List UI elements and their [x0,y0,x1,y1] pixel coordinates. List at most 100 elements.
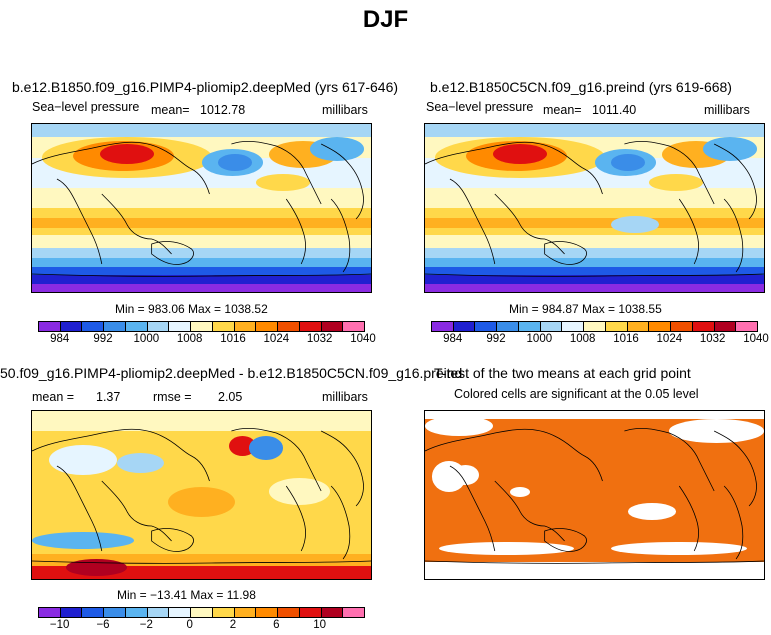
panel3-title: 50.f09_g16.PIMP4-pliomip2.deepMed - b.e1… [0,365,463,381]
panel3-rmse-value: 2.05 [218,390,243,404]
panel1-max-label: Max = [184,302,225,316]
colorbar-tick-label: 0 [186,619,193,631]
colorbar-swatch [169,322,192,331]
field-contour [255,174,310,192]
colorbar-swatch [518,322,541,331]
colorbar-tick-label: 1024 [656,333,683,345]
field-contour [628,503,676,521]
field-band [32,258,371,267]
panel3-max-label: Max = [187,588,227,602]
colorbar-swatch [584,322,606,331]
field-band [425,258,764,267]
panel1-colorbar [38,321,365,332]
field-contour [248,436,283,460]
field-contour [648,174,703,192]
coastlines [425,427,764,564]
colorbar-swatch [169,608,192,617]
field-contour [218,154,253,172]
panel1-min-value: 983.06 [148,302,185,316]
panel1-units: millibars [322,103,368,117]
panel1-map [31,123,372,293]
field-contour [228,436,256,457]
colorbar-tick-label: 1040 [743,333,769,345]
colorbar-swatch [343,322,365,331]
field-contour [32,531,134,549]
colorbar-tick-label: −2 [139,619,153,631]
colorbar-tick-label: 1024 [263,333,290,345]
field-band [32,234,371,249]
panel3-units: millibars [322,390,368,404]
field-band [425,266,764,276]
colorbar-tick-label: 984 [50,333,70,345]
colorbar-swatch [82,608,105,617]
field-contour [116,453,165,474]
field-band [425,248,764,259]
panel1-max-value: 1038.52 [224,302,268,316]
field-band [32,218,371,229]
panel2-units: millibars [704,103,750,117]
colorbar-tick-label: −6 [96,619,110,631]
colorbar-tick-label: 1032 [699,333,726,345]
colorbar-swatch [60,608,83,617]
colorbar-tick-label: 1000 [526,333,553,345]
colorbar-tick-label: 992 [93,333,113,345]
field-contour [452,464,480,485]
colorbar-swatch [234,608,257,617]
panel2-min-label: Min = [509,302,543,316]
panel1-variable: Sea−level pressure [32,100,140,114]
panel3-max-value: 11.98 [226,588,256,602]
panel3-min-label: Min = [117,588,151,602]
colorbar-swatch [82,322,105,331]
field-band [425,275,764,284]
panel4-title: T-test of the two means at each grid poi… [434,365,691,381]
panel3-stats: Min = −13.41 Max = 11.98 [117,588,256,602]
colorbar-swatch [321,322,344,331]
panel1-min-label: Min = [115,302,149,316]
colorbar-tick-label: 1040 [350,333,376,345]
colorbar-swatch [475,322,498,331]
field-band [425,187,764,208]
panel2-max-value: 1038.55 [618,302,662,316]
field-contour [269,478,331,506]
colorbar-swatch [432,322,454,331]
colorbar-swatch [299,608,322,617]
colorbar-swatch [343,608,365,617]
colorbar-tick-label: 1008 [176,333,203,345]
colorbar-swatch [736,322,758,331]
panel2-max-label: Max = [578,302,619,316]
coastlines [32,140,371,277]
field-band [32,275,371,284]
panel1-mean-value: 1012.78 [200,103,246,117]
colorbar-tick-label: 984 [443,333,463,345]
field-band [32,283,371,292]
colorbar-tick-label: 2 [229,619,237,631]
field-contour [438,542,575,556]
colorbar-swatch [104,322,126,331]
field-band [425,411,764,420]
colorbar-tick-label: 1008 [569,333,596,345]
colorbar-swatch [125,608,148,617]
colorbar-swatch [299,322,322,331]
colorbar-tick-label: 1016 [220,333,246,345]
colorbar-swatch [627,322,650,331]
colorbar-swatch [191,322,213,331]
colorbar-swatch [212,322,235,331]
field-contour [309,137,365,161]
colorbar-swatch [649,322,672,331]
colorbar-swatch [60,322,83,331]
field-contour [611,154,646,172]
panel4-map [424,410,765,580]
colorbar-swatch [605,322,628,331]
figure-title: DJF [362,6,409,33]
panel2-variable: Sea−level pressure [426,100,534,114]
field-contour [669,419,764,443]
coastlines [425,140,764,277]
panel3-min-value: −13.41 [150,588,188,602]
panel1-title: b.e12.B1850.f09_g16.PIMP4-pliomip2.deepM… [12,79,399,95]
field-band [425,283,764,292]
colorbar-swatch [191,608,213,617]
colorbar-tick-label: 1032 [306,333,333,345]
panel3-rmse-label: rmse = [153,390,192,404]
colorbar-swatch [562,322,585,331]
colorbar-swatch [714,322,737,331]
